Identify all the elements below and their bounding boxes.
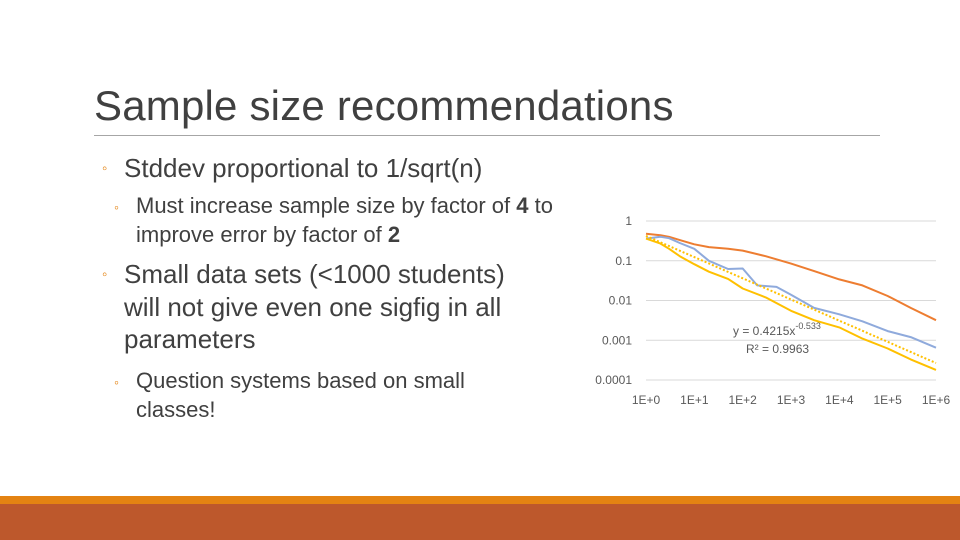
footer-bar: [0, 504, 960, 540]
sub-bullet-sample-size: ◦ Must increase sample size by factor of…: [114, 192, 576, 249]
x-tick-label: 1E+6: [922, 393, 950, 407]
x-tick-label: 1E+0: [632, 393, 661, 407]
series-yellow-line: [645, 237, 937, 371]
y-tick-label: 0.01: [609, 294, 633, 308]
slide-title: Sample size recommendations: [94, 82, 674, 129]
sub-bullet-text: Must increase sample size by factor of: [136, 193, 517, 218]
bullet-stddev: ◦ Stddev proportional to 1/sqrt(n): [102, 152, 482, 185]
x-tick-label: 1E+4: [825, 393, 854, 407]
title-divider: [94, 135, 880, 136]
factor-four: 4: [516, 193, 529, 218]
sub-bullet-text-mid: to improve error by factor of: [136, 193, 553, 247]
footer-accent-bar: [0, 496, 960, 504]
bullet-line: Small data sets (<1000 students): [124, 259, 505, 289]
bullet-text: Stddev proportional to 1/sqrt(n): [124, 153, 483, 183]
stddev-vs-sample-size-chart: 1 0.1 0.01 0.001 0.0001 1E+0 1E+1 1E+2 1E+3 1E+4…: [595, 214, 950, 407]
chart-series: [645, 232, 937, 371]
x-axis-tick-labels: 1E+0 1E+1 1E+2 1E+3 1E+4 1E+5 1E+6: [632, 393, 950, 407]
x-tick-label: 1E+2: [728, 393, 757, 407]
x-tick-label: 1E+1: [680, 393, 709, 407]
sub-bullet-line: classes!: [136, 396, 216, 422]
bullet-small-datasets: ◦ Small data sets (<1000 students) will …: [102, 258, 505, 356]
factor-two: 2: [387, 221, 401, 247]
bullet-marker-icon: ◦: [102, 160, 108, 177]
y-tick-label: 1: [625, 214, 632, 228]
r-squared-label: R² = 0.9963: [746, 342, 809, 356]
x-tick-label: 1E+3: [777, 393, 806, 407]
bullet-marker-icon: ◦: [102, 266, 108, 283]
sub-bullet-line: Question systems based on small: [136, 368, 465, 393]
y-tick-label: 0.0001: [595, 373, 632, 387]
bullet-line: will not give even one sigfig in all: [124, 291, 502, 322]
chart-gridlines: [646, 220, 936, 381]
x-tick-label: 1E+5: [873, 393, 902, 407]
y-axis-tick-labels: 1 0.1 0.01 0.001 0.0001: [595, 214, 632, 387]
bullet-marker-icon: ◦: [114, 374, 119, 390]
y-tick-label: 0.001: [602, 333, 632, 347]
bullet-line: parameters: [124, 324, 256, 354]
power-trendline: [645, 234, 937, 364]
y-tick-label: 0.1: [615, 254, 632, 268]
sub-bullet-question-systems: ◦ Question systems based on small classe…: [114, 367, 465, 424]
bullet-marker-icon: ◦: [114, 199, 119, 215]
trendline-equation: y = 0.4215x-0.533: [733, 321, 821, 338]
series-orange-line: [645, 232, 937, 322]
